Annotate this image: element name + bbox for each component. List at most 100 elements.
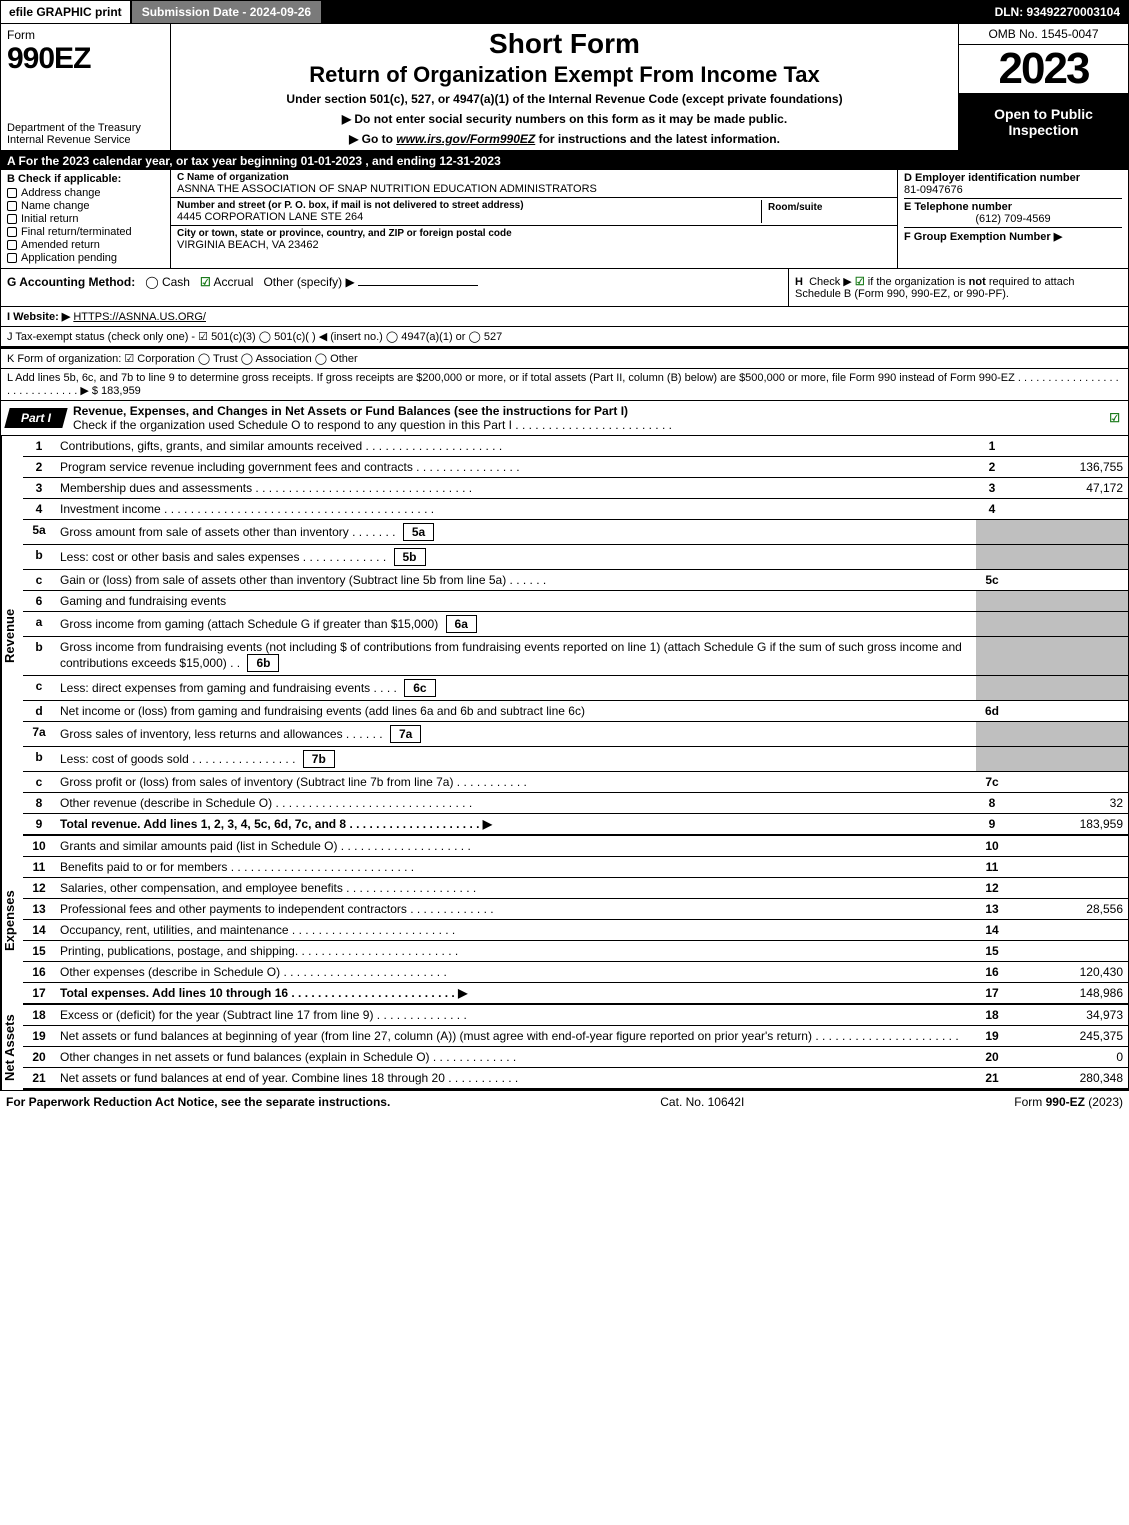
line-15-ref: 15 (976, 941, 1008, 962)
footer-left: For Paperwork Reduction Act Notice, see … (6, 1095, 390, 1109)
phone-label: E Telephone number (904, 201, 1012, 213)
section-l: L Add lines 5b, 6c, and 7b to line 9 to … (1, 369, 1128, 401)
checkbox-list: Address change Name change Initial retur… (7, 187, 164, 264)
line-9-num: 9 (23, 814, 55, 836)
cash-option[interactable]: Cash (162, 275, 190, 289)
website-link[interactable]: HTTPS://ASNNA.US.ORG/ (73, 311, 206, 323)
line-17-text: Total expenses. Add lines 10 through 16 … (55, 983, 976, 1005)
line-17-amt: 148,986 (1008, 983, 1128, 1005)
other-option[interactable]: Other (specify) ▶ (263, 275, 354, 289)
department: Department of the Treasury Internal Reve… (7, 122, 164, 146)
line-13-num: 13 (23, 899, 55, 920)
line-15-amt (1008, 941, 1128, 962)
line-5a-num: 5a (23, 520, 55, 545)
accrual-option[interactable]: Accrual (213, 275, 253, 289)
line-14-ref: 14 (976, 920, 1008, 941)
line-16-text: Other expenses (describe in Schedule O) … (55, 962, 976, 983)
chk-final-return[interactable]: Final return/terminated (7, 226, 164, 238)
part1-check-text: Check if the organization used Schedule … (73, 418, 672, 432)
line-4-num: 4 (23, 499, 55, 520)
line-3-text: Membership dues and assessments . . . . … (55, 478, 976, 499)
chk-application-pending[interactable]: Application pending (7, 252, 164, 264)
line-6c-amt (1008, 676, 1128, 701)
short-form-title: Short Form (181, 28, 948, 60)
line-6c-ref (976, 676, 1008, 701)
line-11-amt (1008, 857, 1128, 878)
line-8-num: 8 (23, 793, 55, 814)
ein-value: 81-0947676 (904, 184, 1122, 196)
line-5b-num: b (23, 545, 55, 570)
section-g: G Accounting Method: ◯ Cash ☑ Accrual Ot… (1, 269, 788, 306)
line-7c-ref: 7c (976, 772, 1008, 793)
inspection-word: Inspection (963, 122, 1124, 138)
line-20-text: Other changes in net assets or fund bala… (55, 1047, 976, 1068)
line-10-ref: 10 (976, 836, 1008, 857)
line-6-amt (1008, 591, 1128, 612)
section-h: H Check ▶ ☑ if the organization is not r… (788, 269, 1128, 306)
line-7c-num: c (23, 772, 55, 793)
revenue-section: Revenue 1Contributions, gifts, grants, a… (1, 436, 1128, 836)
chk-amended-return[interactable]: Amended return (7, 239, 164, 251)
chk-name-change[interactable]: Name change (7, 200, 164, 212)
line-16-ref: 16 (976, 962, 1008, 983)
form-header: Form 990EZ Department of the Treasury In… (1, 24, 1128, 152)
efile-label[interactable]: efile GRAPHIC print (1, 1, 130, 23)
org-name-row: C Name of organization ASNNA THE ASSOCIA… (171, 170, 897, 198)
line-20-amt: 0 (1008, 1047, 1128, 1068)
line-6-text: Gaming and fundraising events (55, 591, 976, 612)
section-a: A For the 2023 calendar year, or tax yea… (1, 152, 1128, 170)
line-7c-text: Gross profit or (loss) from sales of inv… (55, 772, 976, 793)
section-j: J Tax-exempt status (check only one) - ☑… (1, 327, 1128, 347)
org-name: ASNNA THE ASSOCIATION OF SNAP NUTRITION … (177, 183, 891, 195)
line-15-text: Printing, publications, postage, and shi… (55, 941, 976, 962)
line-21-ref: 21 (976, 1068, 1008, 1090)
revenue-table: 1Contributions, gifts, grants, and simil… (23, 436, 1128, 836)
line-6-ref (976, 591, 1008, 612)
line-21-text: Net assets or fund balances at end of ye… (55, 1068, 976, 1090)
line-12-ref: 12 (976, 878, 1008, 899)
page-footer: For Paperwork Reduction Act Notice, see … (0, 1091, 1129, 1113)
line-8-ref: 8 (976, 793, 1008, 814)
footer-mid: Cat. No. 10642I (660, 1095, 744, 1109)
line-10-num: 10 (23, 836, 55, 857)
expenses-section: Expenses 10Grants and similar amounts pa… (1, 836, 1128, 1005)
header-right: OMB No. 1545-0047 2023 Open to Public In… (958, 24, 1128, 150)
street-row: Number and street (or P. O. box, if mail… (171, 198, 897, 226)
section-b: B Check if applicable: Address change Na… (1, 170, 171, 268)
netassets-table: 18Excess or (deficit) for the year (Subt… (23, 1005, 1128, 1090)
header-mid: Short Form Return of Organization Exempt… (171, 24, 958, 150)
line-13-ref: 13 (976, 899, 1008, 920)
line-2-amt: 136,755 (1008, 457, 1128, 478)
line-19-text: Net assets or fund balances at beginning… (55, 1026, 976, 1047)
line-11-num: 11 (23, 857, 55, 878)
line-19-num: 19 (23, 1026, 55, 1047)
line-8-amt: 32 (1008, 793, 1128, 814)
line-18-num: 18 (23, 1005, 55, 1026)
line-14-text: Occupancy, rent, utilities, and maintena… (55, 920, 976, 941)
room-suite: Room/suite (761, 200, 891, 223)
group-section: F Group Exemption Number ▶ (904, 227, 1122, 243)
omb-number: OMB No. 1545-0047 (959, 24, 1128, 45)
chk-address-change[interactable]: Address change (7, 187, 164, 199)
room-label: Room/suite (768, 202, 885, 213)
other-specify-line[interactable] (358, 285, 478, 286)
line-5a-amt (1008, 520, 1128, 545)
line-18-ref: 18 (976, 1005, 1008, 1026)
accounting-label: G Accounting Method: (7, 275, 135, 289)
chk-initial-return[interactable]: Initial return (7, 213, 164, 225)
line-6b-num: b (23, 637, 55, 676)
group-label: F Group Exemption Number ▶ (904, 231, 1062, 243)
irs-link[interactable]: www.irs.gov/Form990EZ (396, 132, 535, 146)
return-title: Return of Organization Exempt From Incom… (181, 62, 948, 88)
expenses-table: 10Grants and similar amounts paid (list … (23, 836, 1128, 1005)
inspection-box: Open to Public Inspection (959, 94, 1128, 150)
part1-checkbox[interactable]: ☑ (1101, 408, 1128, 428)
tax-year: 2023 (959, 45, 1128, 94)
line-6c-text: Less: direct expenses from gaming and fu… (55, 676, 976, 701)
line-5c-amt (1008, 570, 1128, 591)
line-9-amt: 183,959 (1008, 814, 1128, 836)
phone-section: E Telephone number (612) 709-4569 (904, 198, 1122, 225)
line-6b-text: Gross income from fundraising events (no… (55, 637, 976, 676)
line-4-amt (1008, 499, 1128, 520)
line-8-text: Other revenue (describe in Schedule O) .… (55, 793, 976, 814)
